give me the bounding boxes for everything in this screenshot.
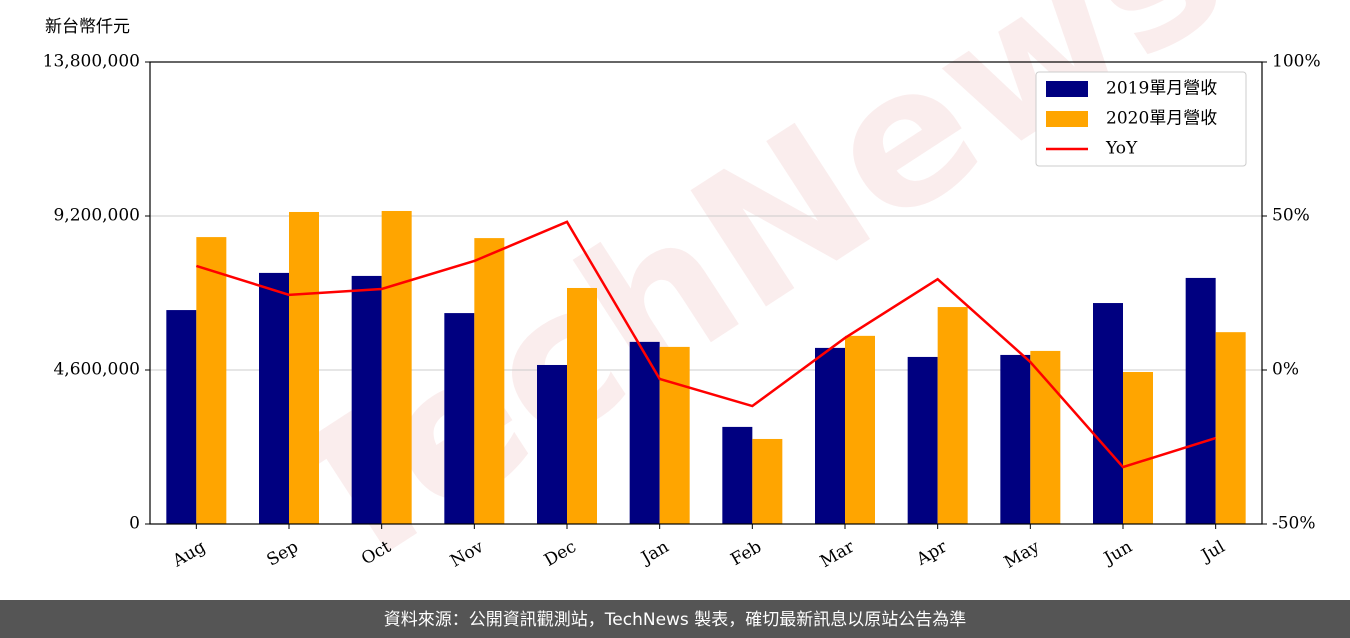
bar [907,356,938,524]
bar [722,426,753,524]
y-tick-label: 13,800,000 [43,52,140,72]
bar [474,238,505,525]
y2-tick-label: 50% [1272,206,1310,226]
bar [1093,303,1123,524]
plot-frame [149,61,1263,525]
y2-tick-label: 0% [1272,360,1299,380]
bar [815,347,845,524]
bar [196,237,227,524]
bar [659,346,690,524]
legend-swatch [1046,111,1088,127]
legend-label: 2019單月營收 [1106,79,1217,99]
legend-label: YoY [1105,139,1138,159]
bar [289,211,319,524]
legend-label: 2020單月營收 [1106,109,1217,129]
footer [0,600,1350,638]
x-tick-label: Dec [541,537,580,571]
x-tick-label: May [1001,537,1044,573]
x-tick-label: Sep [264,537,302,571]
legend-swatch [1046,81,1088,97]
y-tick-label: 9,200,000 [53,206,140,226]
bar [845,335,875,524]
bar [1185,277,1216,524]
y-axis-title: 新台幣仟元 [45,17,130,37]
x-tick-label: Apr [912,536,951,570]
y2-tick-label: -50% [1272,514,1316,534]
bar [444,313,475,524]
bar [1000,354,1031,524]
bar [166,310,197,524]
bar [381,210,412,524]
source-note: 資料來源：公開資訊觀測站，TechNews 製表，確切最新訊息以原站公告為準 [384,610,966,630]
bar [1123,372,1153,524]
x-tick-label: Mar [817,536,859,572]
legend-box [1035,71,1247,167]
x-tick-label: Jan [637,537,673,569]
y-tick-label: 4,600,000 [53,360,140,380]
bar [567,287,597,524]
line [195,220,1217,469]
bar [752,438,783,524]
x-tick-label: Jun [1099,537,1136,570]
y-tick-label: 0 [129,514,140,534]
bar [351,275,382,524]
bar [1030,350,1061,524]
x-tick-label: Jul [1197,537,1229,567]
bar [259,272,289,524]
x-tick-label: Aug [169,537,210,572]
bar [537,364,567,524]
bar [1215,332,1246,524]
x-tick-label: Feb [728,537,766,570]
bar [937,307,968,524]
y2-tick-label: 100% [1272,52,1321,72]
